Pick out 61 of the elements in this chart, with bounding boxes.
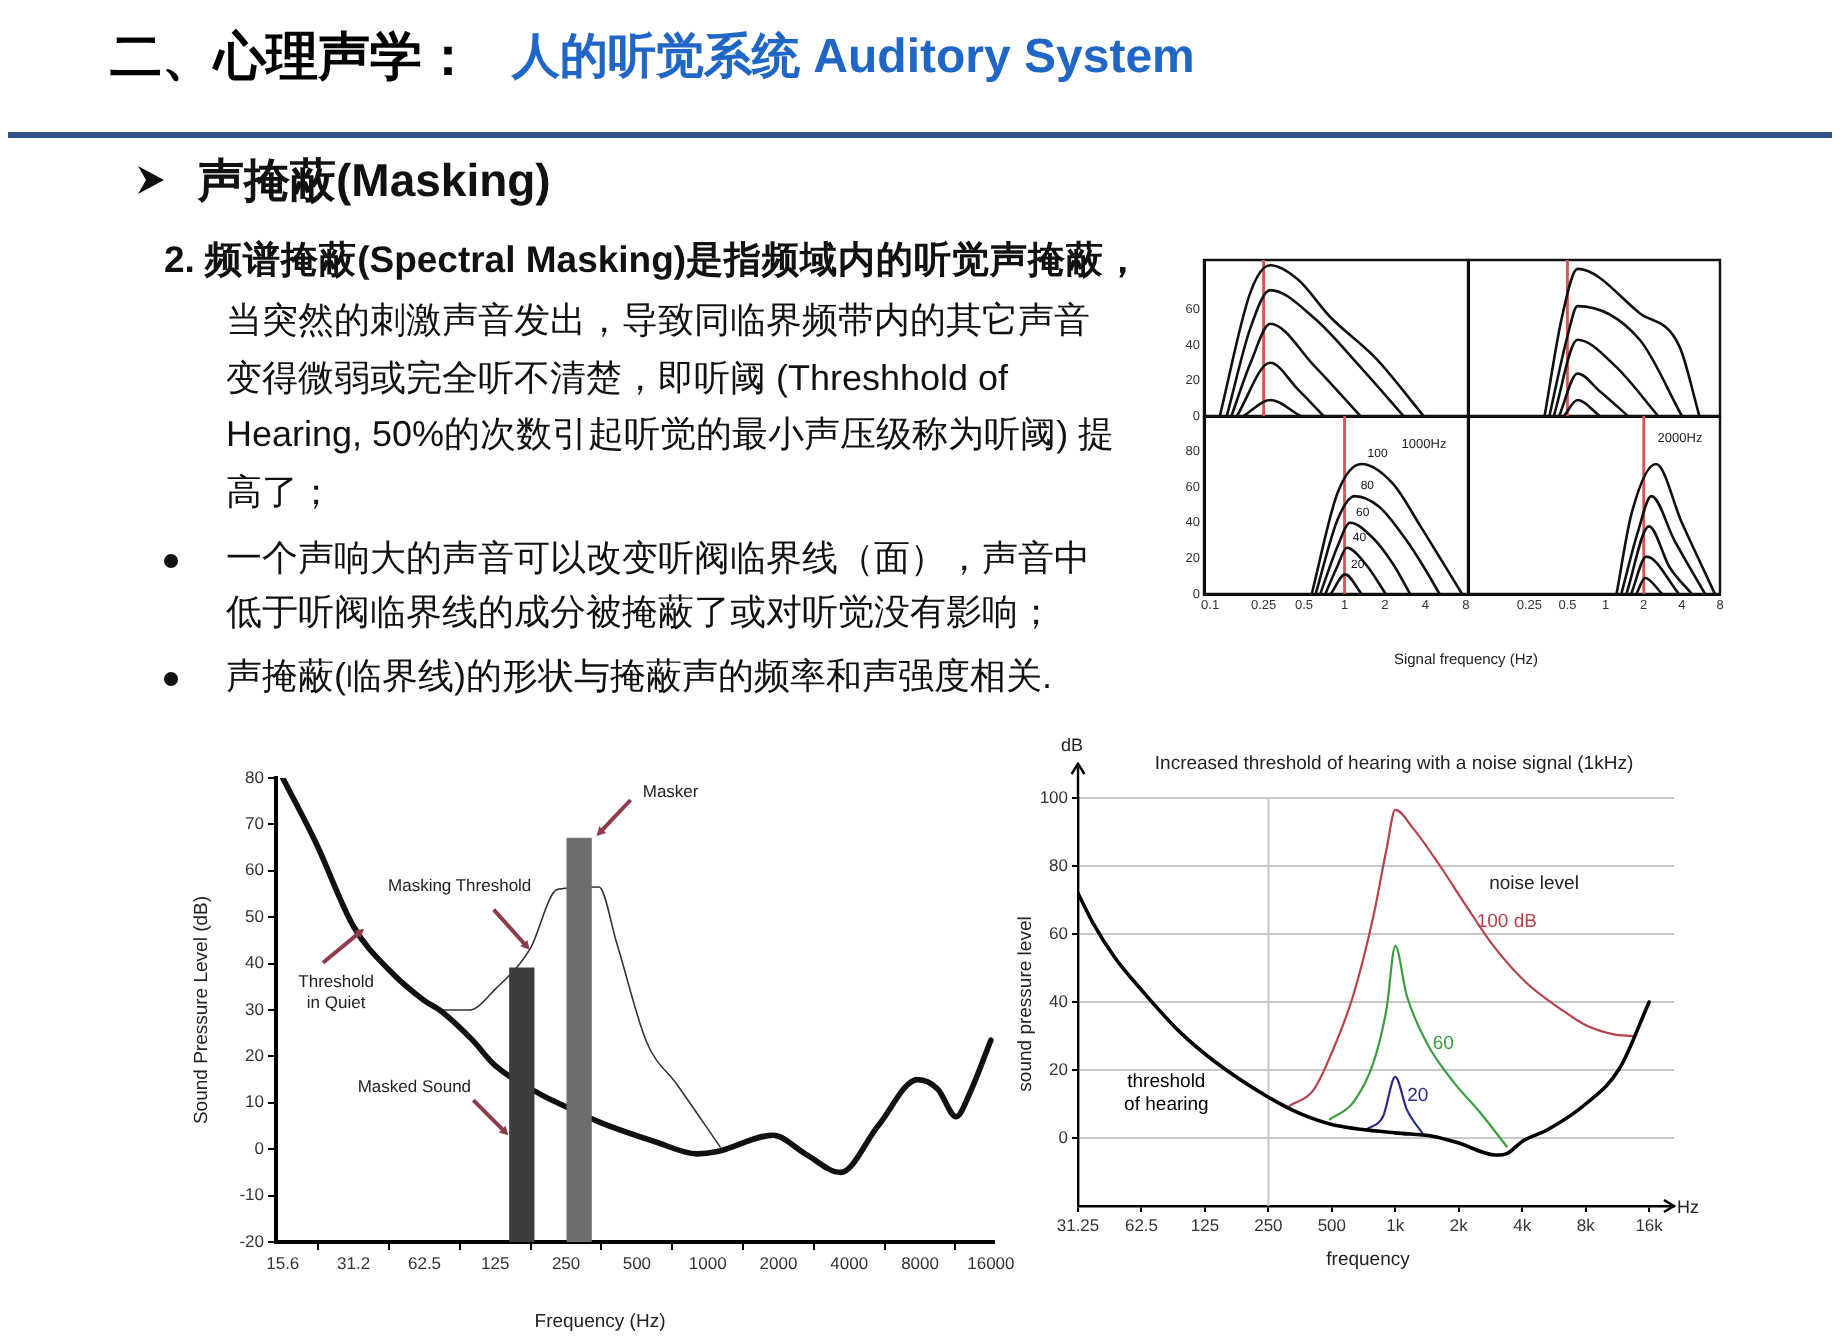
x-tick-label: 1k [1386, 1214, 1406, 1235]
y-tick-label: 80 [245, 766, 265, 787]
text: 二、心理声学： [110, 26, 474, 89]
annotation: Masked Sound [357, 1075, 472, 1096]
x-tick-label: 125 [1190, 1214, 1220, 1235]
series-label: 60 [1432, 1033, 1454, 1056]
chart-title: Increased threshold of hearing with a noise signal (1kHz) [1154, 753, 1634, 776]
y-tick-label: 80 [1049, 854, 1069, 875]
y-tick-label: 20 [1049, 1058, 1069, 1079]
x-tick-label: 8k [1576, 1214, 1597, 1235]
x-tick-label: 1000 [688, 1252, 728, 1273]
y-tick-label: 40 [1049, 990, 1069, 1011]
x-tick-label: 2k [1449, 1214, 1470, 1235]
text: 一个声响大的声音可以改变听阀临界线（面），声音中低于听阀临界线的成分被掩蔽了或对听觉没有影响； [226, 536, 1092, 636]
x-tick-label: 31.2 [337, 1252, 371, 1273]
y-tick-label: 60 [1049, 922, 1069, 943]
annotation: Masking Threshold [388, 875, 532, 896]
text: 人的听觉系统 Auditory System [512, 30, 1195, 88]
text: 2. 频谱掩蔽(Spectral Masking)是指频域内的听觉声掩蔽， [164, 236, 1143, 284]
x-tick-label: 62.5 [1124, 1214, 1159, 1235]
x-tick-label: 16k [1635, 1214, 1665, 1235]
annotation: noise level [1489, 873, 1579, 896]
y-tick-label: 20 [245, 1045, 265, 1066]
x-tick-label: 8000 [901, 1252, 940, 1273]
text: dB [1060, 734, 1084, 755]
x-tick-label: 62.5 [407, 1252, 442, 1273]
series-label: 20 [1407, 1085, 1429, 1108]
y-tick-label: 50 [245, 905, 265, 926]
x-axis-title: Frequency (Hz) [534, 1311, 666, 1334]
series-label: threshold of hearing [1124, 1071, 1209, 1116]
series-label: 100 dB [1476, 910, 1537, 933]
x-tick-label: 250 [551, 1252, 581, 1273]
y-tick-label: -20 [239, 1230, 265, 1251]
annotation: Masker [642, 780, 699, 801]
x-tick-label: 250 [1254, 1214, 1284, 1235]
x-tick-label: 15.6 [266, 1252, 300, 1273]
x-tick-label: 500 [1317, 1214, 1347, 1235]
text: Hz [1677, 1196, 1700, 1217]
text: 声掩蔽(Masking) [198, 152, 551, 208]
y-tick-label: 30 [245, 998, 265, 1019]
y-tick-label: 40 [245, 952, 265, 973]
text: 声掩蔽(临界线)的形状与掩蔽声的频率和声强度相关. [226, 654, 1054, 700]
text: 当突然的刺激声音发出，导致同临界频带内的其它声音变得微弱或完全听不清楚，即听阈 (Threshhold of Hearing, 50%的次数引起听觉的最小声压级称为听阈) 提高了； [226, 298, 1117, 515]
x-tick-label: 16000 [967, 1252, 1016, 1273]
y-axis-title: Sound Pressure Level (dB) [191, 895, 214, 1125]
x-tick-label: 4000 [830, 1252, 869, 1273]
x-tick-label: 500 [622, 1252, 652, 1273]
y-tick-label: 100 [1039, 786, 1069, 807]
x-axis-title: frequency [1326, 1249, 1411, 1272]
y-tick-label: 10 [245, 1091, 265, 1112]
x-tick-label: 4k [1513, 1214, 1533, 1235]
y-tick-label: 0 [1058, 1126, 1069, 1147]
x-tick-label: 125 [481, 1252, 511, 1273]
y-tick-label: -10 [239, 1184, 265, 1205]
y-tick-label: 0 [254, 1137, 265, 1158]
x-tick-label: 31.25 [1056, 1214, 1100, 1235]
annotation: Threshold in Quiet [298, 971, 375, 1012]
y-tick-label: 70 [245, 813, 265, 834]
y-axis-title: sound pressure level [1015, 916, 1038, 1092]
y-tick-label: 60 [245, 859, 265, 880]
x-tick-label: 2000 [759, 1252, 798, 1273]
